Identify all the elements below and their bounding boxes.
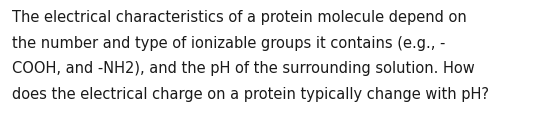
Text: The electrical characteristics of a protein molecule depend on: The electrical characteristics of a prot…	[12, 10, 466, 25]
Text: does the electrical charge on a protein typically change with pH?: does the electrical charge on a protein …	[12, 87, 489, 102]
Text: COOH, and -NH2), and the pH of the surrounding solution. How: COOH, and -NH2), and the pH of the surro…	[12, 61, 475, 76]
Text: the number and type of ionizable groups it contains (e.g., -: the number and type of ionizable groups …	[12, 36, 445, 51]
